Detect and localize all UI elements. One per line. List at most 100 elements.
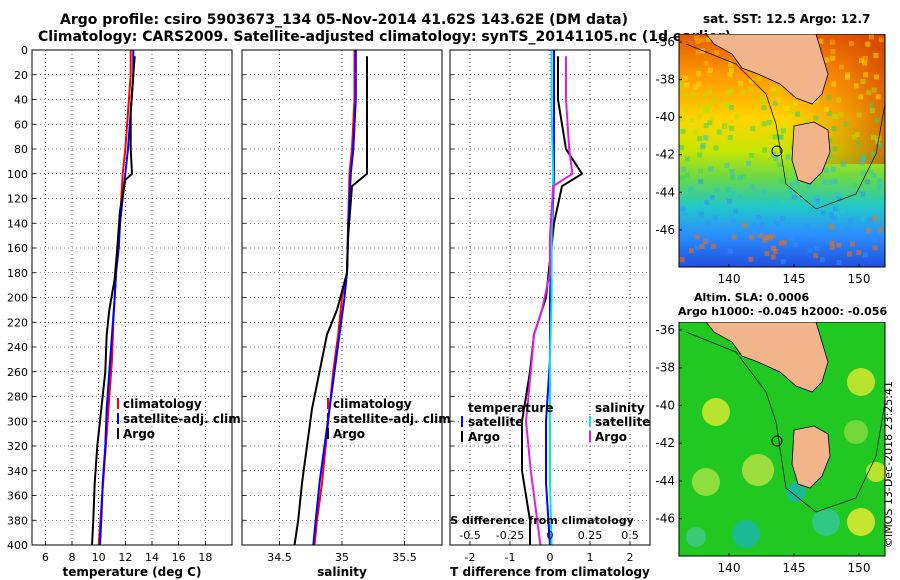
sst-pixel (731, 218, 737, 224)
sst-pixel (829, 224, 834, 230)
legend-label: satellite-adj. clim. (333, 412, 455, 426)
sst-pixel (777, 161, 783, 167)
argo-position-marker-sla (771, 435, 783, 447)
sst-pixel (773, 100, 778, 106)
sst-pixel (781, 128, 786, 134)
series-line-satellite-adj-clim- (312, 50, 357, 546)
sst-pixel (703, 239, 709, 244)
sst-pixel (831, 215, 837, 221)
sst-pixel (738, 80, 744, 86)
sst-pixel (860, 170, 866, 176)
sst-pixel (829, 212, 835, 218)
sst-pixel (698, 211, 704, 217)
sst-pixel (777, 86, 783, 92)
sst-pixel (703, 104, 708, 110)
sst-pixel (836, 260, 842, 265)
sst-pixel (784, 105, 790, 111)
sst-pixel (858, 94, 864, 100)
sst-pixel (813, 253, 819, 259)
sla-blob (844, 420, 868, 444)
sst-pixel (815, 195, 821, 201)
sst-pixel (694, 245, 700, 251)
y-tick-label: 120 (7, 193, 28, 206)
sst-map-title: sat. SST: 12.5 Argo: 12.7 (703, 12, 871, 26)
sst-pixel (705, 220, 711, 226)
sst-pixel (790, 182, 795, 188)
y-tick-label: 260 (7, 366, 28, 379)
sst-pixel (679, 175, 685, 181)
sst-pixel (788, 109, 794, 115)
sst-pixel (681, 166, 687, 172)
sst-pixel (766, 120, 772, 125)
sst-pixel (774, 199, 780, 205)
sst-pixel (708, 116, 714, 122)
sst-pixel (876, 143, 882, 148)
map-y-tick-label: -44 (655, 185, 675, 199)
map-x-tick-label: 140 (718, 561, 741, 575)
x-tick-label: 8 (69, 551, 76, 564)
sst-pixel (693, 35, 699, 41)
x-axis-label: T difference from climatology (450, 565, 650, 579)
legend-label: climatology (123, 397, 202, 411)
map-y-tick-label: -42 (655, 436, 675, 450)
sst-pixel (703, 123, 709, 128)
sst-pixel (822, 179, 828, 185)
sst-pixel (727, 71, 733, 77)
sst-pixel (696, 114, 702, 120)
sst-pixel (862, 60, 868, 66)
sst-pixel (830, 166, 836, 172)
sla-blob (847, 368, 875, 396)
sst-pixel (769, 134, 775, 140)
x2-tick-label: -0.25 (496, 529, 524, 542)
sst-pixel (877, 184, 883, 190)
sst-pixel (848, 218, 853, 224)
x-axis-label: temperature (deg C) (63, 565, 202, 579)
sst-pixel (833, 178, 838, 184)
sst-pixel (862, 252, 868, 258)
sst-pixel (774, 220, 780, 226)
sst-pixel (845, 226, 851, 232)
sst-pixel (871, 87, 877, 93)
map-y-tick-label: -40 (655, 398, 675, 412)
sst-pixel (699, 244, 705, 249)
sst-pixel (741, 222, 747, 228)
plot-frame (31, 49, 233, 546)
sst-pixel (823, 168, 829, 174)
sst-pixel (870, 151, 876, 157)
sst-pixel (700, 144, 705, 150)
legend-label: satellite (468, 415, 523, 429)
x-tick-label: 6 (42, 551, 49, 564)
sst-pixel (868, 217, 874, 222)
sst-pixel (850, 241, 855, 247)
sst-pixel (762, 237, 768, 243)
y-tick-label: 320 (7, 440, 28, 453)
x-tick-label: -1 (505, 551, 516, 564)
sst-pixel (758, 225, 764, 231)
map-y-tick-label: -40 (655, 110, 675, 124)
sst-pixel (836, 196, 842, 202)
sst-pixel (820, 210, 826, 215)
y-tick-label: 240 (7, 341, 28, 354)
sst-pixel (852, 183, 858, 189)
sst-pixel (724, 163, 730, 168)
sst-pixel (695, 38, 701, 44)
sst-pixel (716, 129, 722, 135)
sst-pixel (836, 242, 842, 248)
plot-frame (449, 49, 651, 546)
sst-pixel (829, 240, 835, 246)
map-x-tick-label: 150 (848, 272, 871, 286)
sst-pixel (781, 240, 787, 246)
sst-pixel (737, 175, 742, 181)
difference-panel: -2 -1 0 1 2T difference from climatology temp… (449, 49, 651, 579)
sst-pixel (778, 129, 784, 135)
series-line-temperature-satellite (545, 50, 555, 546)
sst-pixel (699, 233, 705, 239)
y-tick-label: 280 (7, 391, 28, 404)
sst-pixel (702, 91, 708, 97)
sst-pixel (871, 134, 877, 140)
sst-pixel (853, 83, 859, 89)
sst-pixel (872, 237, 878, 243)
sst-pixel (712, 96, 718, 102)
sst-pixel (697, 136, 703, 141)
sst-pixel (791, 194, 797, 200)
